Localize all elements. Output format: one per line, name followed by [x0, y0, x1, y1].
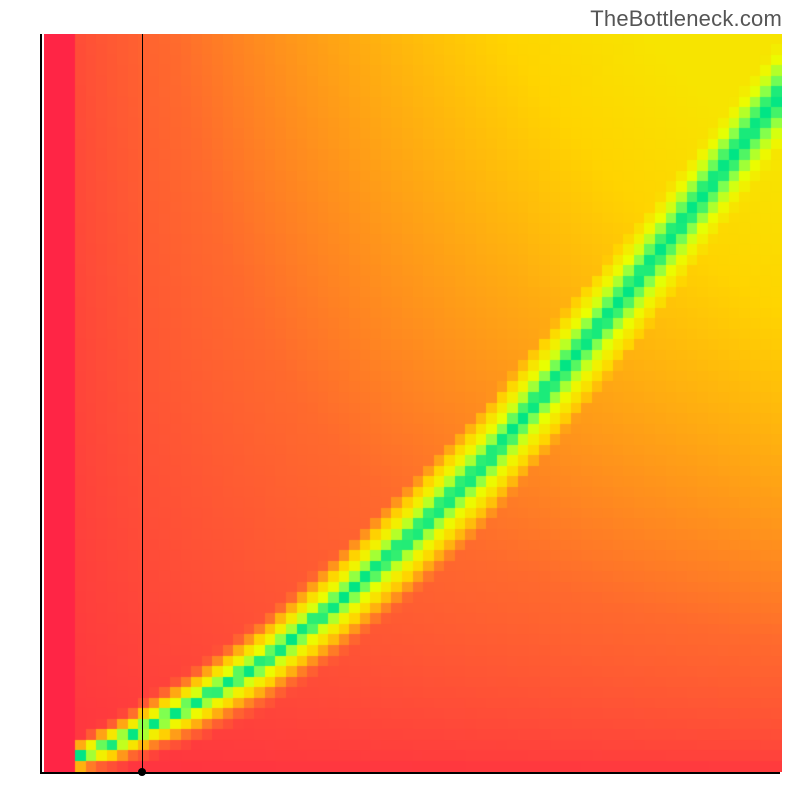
chart-axes-frame	[40, 34, 780, 774]
bottleneck-heatmap	[44, 34, 782, 772]
watermark-text: TheBottleneck.com	[590, 6, 782, 32]
crosshair-vertical-line	[142, 34, 143, 772]
crosshair-marker-dot	[138, 768, 146, 776]
